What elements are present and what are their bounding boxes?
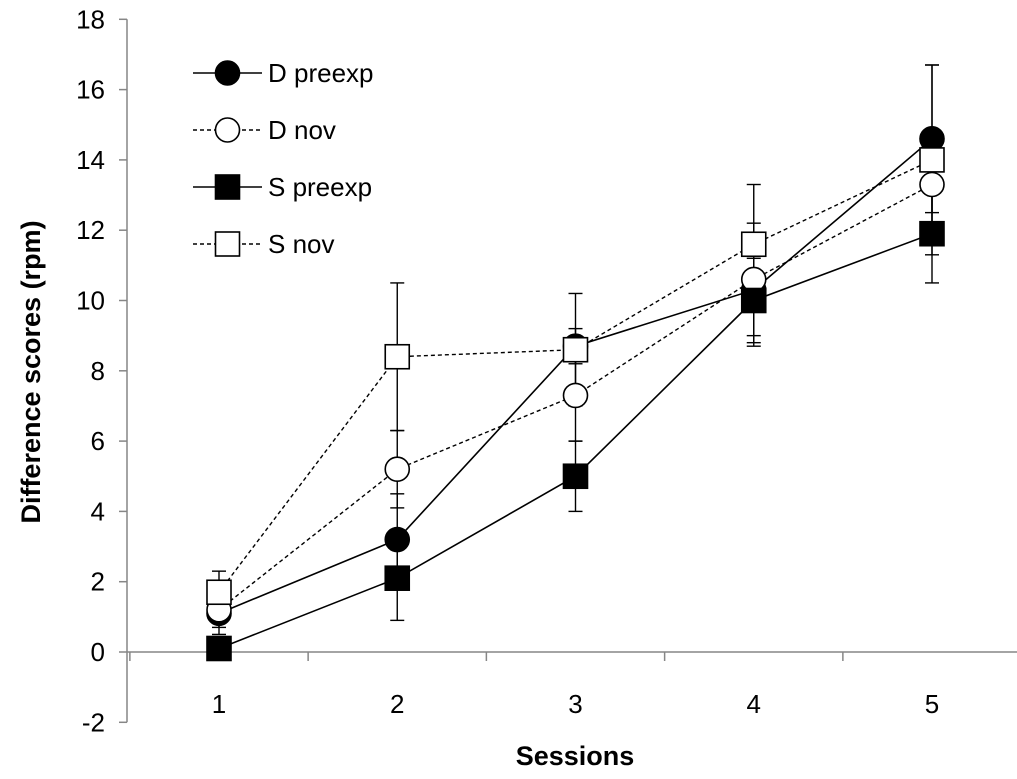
y-tick-label: 6 <box>91 426 105 456</box>
legend-label: D preexp <box>268 58 374 88</box>
legend-marker <box>214 60 241 86</box>
data-point-s-preexp <box>206 635 232 662</box>
data-point-s-nov <box>919 147 945 173</box>
data-point-s-nov <box>206 579 232 606</box>
y-tick-label: 18 <box>76 4 105 34</box>
legend: D preexp D nov S preexp S nov <box>193 58 374 259</box>
y-tick-label: 0 <box>91 637 105 667</box>
legend-marker <box>214 174 241 200</box>
series-line-s-nov <box>218 159 933 593</box>
x-tick-label: 3 <box>568 689 582 719</box>
legend-label: S nov <box>268 229 335 259</box>
x-tick-label: 5 <box>925 689 939 719</box>
legend-marker <box>214 231 241 257</box>
legend-marker <box>214 117 241 143</box>
y-tick-label: 8 <box>91 356 105 386</box>
y-tick-label: 2 <box>91 567 105 597</box>
data-point-s-preexp <box>562 463 589 490</box>
y-tick-label: 10 <box>76 286 105 316</box>
y-axis-title: Difference scores (rpm) <box>16 220 46 523</box>
data-point-d-nov <box>919 171 945 198</box>
data-point-s-nov <box>740 231 767 258</box>
series-layer <box>206 64 945 662</box>
data-point-d-nov <box>384 456 411 483</box>
data-point-d-preexp <box>384 526 411 553</box>
legend-item-s-nov: S nov <box>193 229 335 259</box>
data-point-s-nov <box>562 336 589 363</box>
data-point-d-nov <box>562 382 589 409</box>
data-point-s-preexp <box>919 220 945 247</box>
legend-label: D nov <box>268 115 336 145</box>
y-tick-label: 16 <box>76 75 105 105</box>
y-tick-label: 14 <box>76 145 105 175</box>
y-tick-label: 4 <box>91 496 105 526</box>
legend-item-d-nov: D nov <box>193 115 336 145</box>
series-markers <box>206 126 945 662</box>
x-ticks: 1 2 3 4 5 <box>129 652 939 719</box>
y-tick-label: -2 <box>82 707 105 737</box>
legend-item-d-preexp: D preexp <box>193 58 374 88</box>
legend-label: S preexp <box>268 172 372 202</box>
data-point-s-preexp <box>384 565 411 591</box>
y-tick-label: 12 <box>76 215 105 245</box>
data-point-s-preexp <box>740 287 767 314</box>
legend-item-s-preexp: S preexp <box>193 172 372 202</box>
x-tick-label: 1 <box>212 689 226 719</box>
x-tick-label: 2 <box>390 689 404 719</box>
x-tick-label: 4 <box>747 689 761 719</box>
y-ticks: -2 0 2 4 6 8 10 12 14 16 18 <box>76 4 127 737</box>
x-axis-title: Sessions <box>516 741 635 771</box>
data-point-s-nov <box>384 343 411 370</box>
